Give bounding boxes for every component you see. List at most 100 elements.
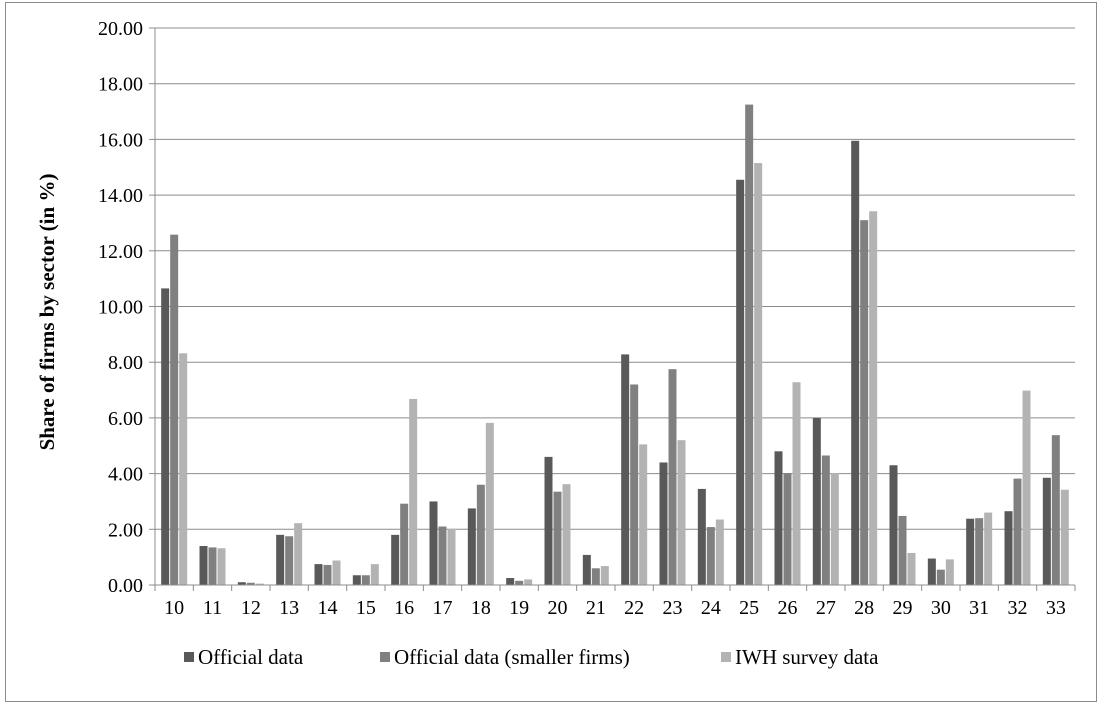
bar-iwh-survey-data-16: [409, 398, 418, 585]
x-tick-label: 31: [969, 597, 989, 619]
bar-iwh-survey-data-10: [179, 353, 188, 585]
bar-iwh-survey-data-24: [715, 519, 724, 585]
bar-iwh-survey-data-14: [332, 560, 341, 585]
x-tick-label: 15: [356, 597, 376, 619]
axes: [149, 27, 1076, 591]
bar-official-data-25: [736, 179, 745, 585]
bar-official-data-14: [314, 564, 323, 585]
bar-iwh-survey-data-17: [447, 528, 456, 585]
bar-iwh-survey-data-21: [600, 566, 609, 585]
bar-official-data-smaller-firms-31: [975, 518, 984, 585]
y-tick-label: 16.00: [98, 129, 143, 151]
x-tick-label: 33: [1046, 597, 1066, 619]
legend-label: IWH survey data: [735, 645, 879, 669]
y-tick-label: 6.00: [108, 408, 143, 430]
y-tick-label: 20.00: [98, 18, 143, 40]
bar-official-data-smaller-firms-33: [1051, 435, 1060, 585]
legend: Official data Official data (smaller firm…: [184, 645, 879, 669]
legend-label: Official data: [198, 645, 304, 669]
y-tick-label: 4.00: [108, 464, 143, 486]
bar-iwh-survey-data-32: [1022, 390, 1031, 585]
bar-official-data-11: [199, 546, 208, 585]
bar-official-data-smaller-firms-22: [630, 384, 639, 585]
y-tick-label: 14.00: [98, 185, 143, 207]
bar-official-data-21: [582, 554, 591, 585]
bar-official-data-smaller-firms-13: [285, 536, 294, 585]
x-tick-label: 26: [778, 597, 798, 619]
y-tick-labels: 0.00 2.00 4.00 6.00 8.00 10.00 12.00 14.00 16.00…: [98, 18, 143, 597]
y-tick-label: 0.00: [108, 575, 143, 597]
bar-iwh-survey-data-19: [524, 579, 533, 585]
gridlines: [155, 27, 1075, 530]
bar-official-data-smaller-firms-19: [515, 580, 524, 585]
x-tick-label: 27: [816, 597, 836, 619]
bar-official-data-22: [621, 354, 630, 585]
bar-official-data-13: [276, 534, 285, 585]
bar-iwh-survey-data-11: [217, 548, 226, 585]
y-tick-label: 12.00: [98, 241, 143, 263]
bar-official-data-30: [927, 558, 936, 585]
bar-official-data-28: [851, 140, 860, 586]
x-tick-label: 28: [854, 597, 874, 619]
x-tick-label: 13: [279, 597, 299, 619]
bar-official-data-smaller-firms-20: [553, 491, 562, 585]
bar-official-data-smaller-firms-16: [400, 503, 409, 585]
bar-official-data-26: [774, 451, 783, 585]
bar-official-data-smaller-firms-23: [668, 369, 677, 585]
legend-swatch: [721, 652, 731, 662]
x-tick-label: 18: [471, 597, 491, 619]
bar-iwh-survey-data-30: [945, 559, 954, 585]
bar-iwh-survey-data-31: [984, 512, 993, 585]
bar-official-data-smaller-firms-30: [936, 569, 945, 585]
bar-official-data-33: [1042, 477, 1051, 585]
bar-iwh-survey-data-33: [1060, 489, 1069, 585]
bar-official-data-19: [506, 578, 515, 585]
bar-official-data-smaller-firms-27: [821, 455, 830, 585]
y-axis-label: Share of firms by sector (in %): [35, 174, 59, 451]
bar-official-data-smaller-firms-15: [361, 575, 370, 585]
bar-official-data-smaller-firms-14: [323, 564, 332, 585]
bar-official-data-18: [467, 508, 476, 585]
bar-iwh-survey-data-13: [294, 523, 303, 585]
bar-iwh-survey-data-27: [830, 473, 839, 585]
bar-official-data-20: [544, 456, 553, 585]
bar-official-data-smaller-firms-32: [1013, 478, 1022, 585]
x-tick-label: 16: [394, 597, 414, 619]
x-tick-label: 17: [433, 597, 453, 619]
x-tick-label: 12: [241, 597, 261, 619]
bar-iwh-survey-data-18: [485, 422, 494, 585]
x-tick-label: 19: [509, 597, 529, 619]
bar-official-data-23: [659, 462, 668, 585]
x-tick-label: 30: [931, 597, 951, 619]
x-tick-label: 21: [586, 597, 606, 619]
bar-official-data-smaller-firms-10: [170, 234, 179, 585]
legend-swatch: [184, 652, 194, 662]
bar-official-data-10: [161, 288, 170, 585]
x-tick-label: 23: [663, 597, 683, 619]
bar-iwh-survey-data-29: [907, 552, 916, 585]
y-tick-label: 18.00: [98, 74, 143, 96]
bar-official-data-16: [391, 534, 400, 585]
bar-official-data-smaller-firms-21: [591, 568, 600, 585]
bar-iwh-survey-data-23: [677, 440, 686, 585]
bar-official-data-smaller-firms-26: [783, 473, 792, 585]
bar-official-data-smaller-firms-17: [438, 526, 447, 585]
x-tick-label: 20: [548, 597, 568, 619]
bar-official-data-smaller-firms-11: [208, 547, 217, 585]
x-tick-label: 25: [739, 597, 759, 619]
bar-official-data-smaller-firms-29: [898, 515, 907, 585]
bar-official-data-29: [889, 465, 898, 585]
y-tick-label: 10.00: [98, 297, 143, 319]
bar-official-data-smaller-firms-18: [476, 484, 485, 585]
bar-official-data-31: [966, 518, 975, 585]
legend-label: Official data (smaller firms): [394, 645, 630, 669]
bar-official-data-smaller-firms-28: [860, 220, 869, 585]
bar-iwh-survey-data-28: [869, 211, 878, 585]
bar-iwh-survey-data-20: [562, 484, 571, 585]
y-tick-label: 2.00: [108, 519, 143, 541]
bar-official-data-15: [352, 575, 361, 585]
y-tick-label: 8.00: [108, 352, 143, 374]
bar-official-data-27: [812, 417, 821, 585]
x-tick-label: 14: [318, 597, 338, 619]
